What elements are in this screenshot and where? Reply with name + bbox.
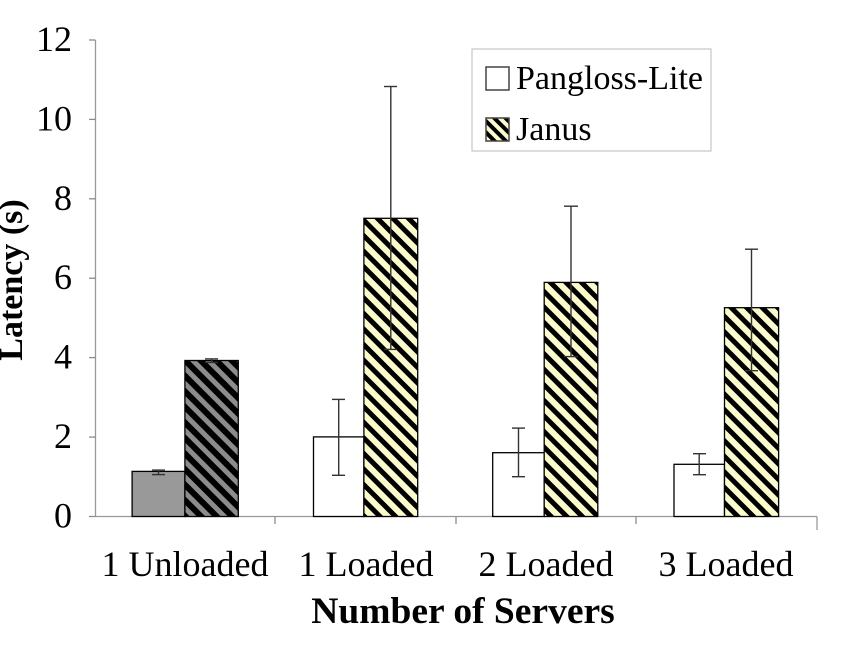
svg-text:1 Loaded: 1 Loaded (299, 544, 434, 584)
svg-text:Pangloss-Lite: Pangloss-Lite (516, 60, 703, 97)
svg-text:1 Unloaded: 1 Unloaded (102, 544, 269, 584)
svg-text:10: 10 (36, 98, 72, 138)
svg-text:0: 0 (54, 496, 72, 536)
svg-text:Janus: Janus (516, 111, 592, 148)
svg-text:4: 4 (54, 337, 72, 377)
svg-text:2 Loaded: 2 Loaded (479, 544, 614, 584)
svg-text:12: 12 (36, 19, 72, 59)
svg-text:6: 6 (54, 257, 72, 297)
svg-text:8: 8 (54, 178, 72, 218)
svg-text:Latency (s): Latency (s) (0, 199, 30, 360)
svg-text:3 Loaded: 3 Loaded (659, 544, 794, 584)
svg-text:2: 2 (54, 416, 72, 456)
svg-text:Number of Servers: Number of Servers (311, 591, 614, 632)
